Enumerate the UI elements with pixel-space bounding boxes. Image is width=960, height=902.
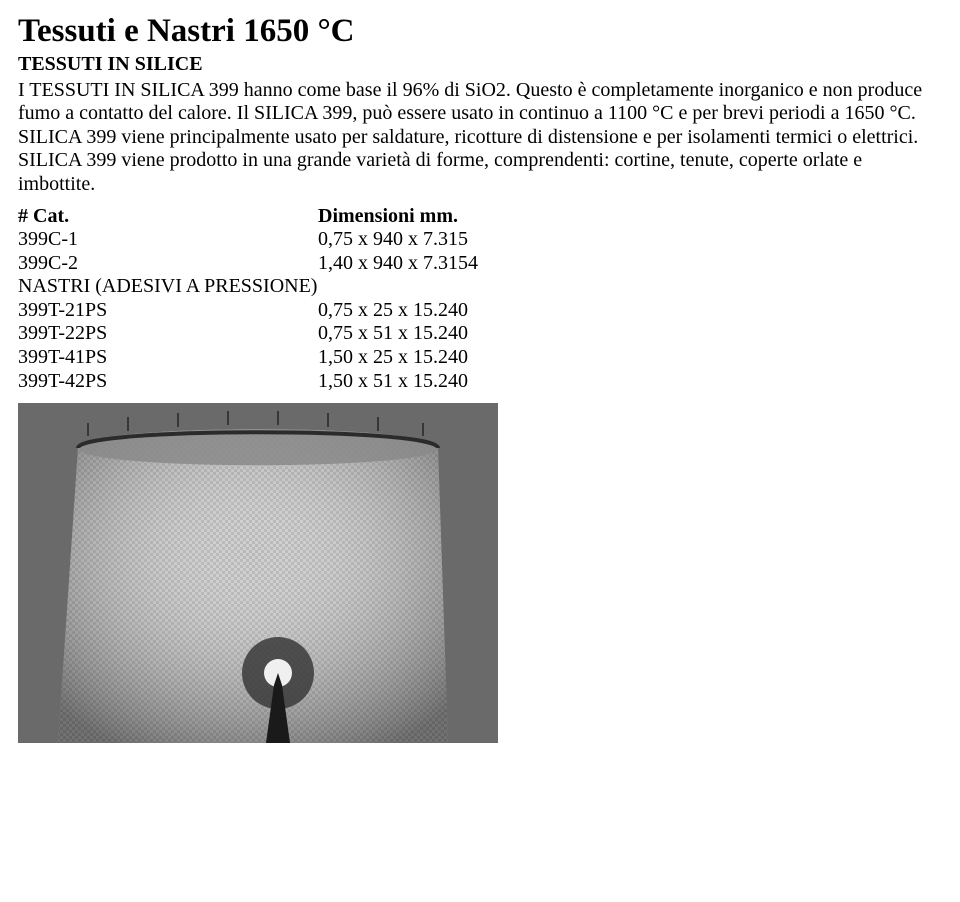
table-cell-dim: 0,75 x 25 x 15.240 xyxy=(318,299,960,323)
table-cell-dim: 0,75 x 940 x 7.315 xyxy=(318,228,960,252)
table-cell-cat: 399C-2 xyxy=(18,252,318,276)
page-title: Tessuti e Nastri 1650 °C xyxy=(18,12,960,51)
col-header-cat: # Cat. xyxy=(18,205,318,229)
table-cell-cat: 399T-42PS xyxy=(18,370,318,394)
table-section-header: NASTRI (ADESIVI A PRESSIONE) xyxy=(18,275,960,299)
col-header-dim: Dimensioni mm. xyxy=(318,205,960,229)
fabric-illustration-icon xyxy=(18,403,498,743)
table-cell-cat: 399C-1 xyxy=(18,228,318,252)
table-cell-cat: 399T-41PS xyxy=(18,346,318,370)
table-cell-cat: 399T-22PS xyxy=(18,322,318,346)
table-cell-dim: 1,40 x 940 x 7.3154 xyxy=(318,252,960,276)
product-photo xyxy=(18,403,498,743)
body-paragraph: I TESSUTI IN SILICA 399 hanno come base … xyxy=(18,79,938,197)
table-cell-dim: 1,50 x 25 x 15.240 xyxy=(318,346,960,370)
page-subtitle: TESSUTI IN SILICE xyxy=(18,53,960,77)
table-cell-dim: 0,75 x 51 x 15.240 xyxy=(318,322,960,346)
table-cell-cat: 399T-21PS xyxy=(18,299,318,323)
table-cell-dim: 1,50 x 51 x 15.240 xyxy=(318,370,960,394)
spec-table: # Cat. Dimensioni mm. 399C-1 0,75 x 940 … xyxy=(18,205,960,394)
